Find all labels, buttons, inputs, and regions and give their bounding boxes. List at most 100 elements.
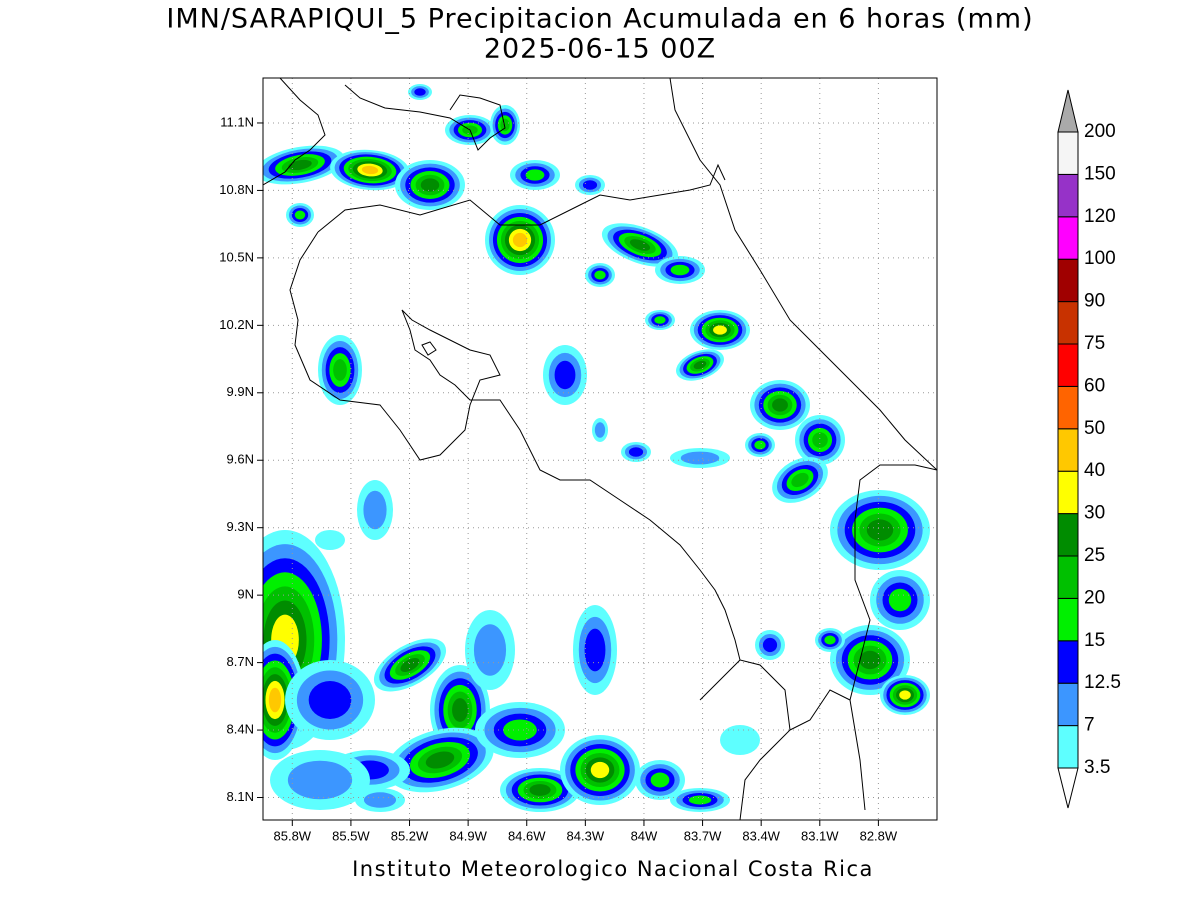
colorbar-box: [1057, 173, 1079, 218]
plot-frame: [262, 77, 938, 821]
x-tick-label: 84W: [631, 828, 658, 843]
colorbar-box: [1057, 301, 1079, 345]
colorbar: 3.5 7 12.5 15 20 25 30 40 50 60 75 90 100 120 150 200: [1057, 89, 1121, 809]
colorbar-box: [1057, 428, 1079, 472]
rain-cell: [888, 588, 912, 612]
coastline: [669, 78, 937, 471]
coastline: [421, 341, 437, 356]
x-tick-label: 83.7W: [684, 828, 722, 843]
rain-cell: [554, 360, 576, 390]
rain-cell: [525, 169, 545, 181]
x-tick-label: 83.1W: [801, 828, 839, 843]
coastlines: [263, 78, 937, 820]
x-tick-label: 85.2W: [391, 828, 429, 843]
colorbar-box: [1057, 555, 1079, 599]
x-tick-label: 85.5W: [332, 828, 370, 843]
rain-cell: [772, 398, 788, 412]
colorbar-box: [1057, 682, 1079, 727]
rain-cell: [529, 784, 551, 796]
rain-cell: [754, 440, 766, 450]
rain-cell: [315, 530, 345, 550]
rain-cell: [582, 180, 598, 190]
rain-cell: [452, 698, 468, 722]
rain-cell: [693, 360, 707, 370]
x-tick-label: 84.9W: [449, 828, 487, 843]
rain-cell: [590, 761, 610, 779]
colorbar-over: [1057, 89, 1079, 133]
rain-cell: [654, 316, 666, 324]
rain-cell: [899, 690, 911, 700]
y-tick-label: 9.3N: [227, 519, 254, 534]
colorbar-label: 60: [1084, 375, 1105, 396]
rain-cell: [650, 772, 670, 788]
rain-cell: [503, 719, 537, 741]
rain-cell: [713, 325, 727, 335]
rain-cell: [361, 165, 379, 175]
colorbar-box: [1057, 513, 1079, 557]
rain-cell: [268, 687, 282, 713]
coastline: [289, 231, 791, 820]
rain-cell: [670, 264, 690, 276]
y-tick-label: 8.4N: [227, 721, 254, 736]
colorbar-box: [1057, 725, 1079, 769]
coastline: [344, 84, 506, 151]
rain-cell: [866, 519, 894, 541]
title: IMN/SARAPIQUI_5 Precipitacion Acumulada …: [166, 4, 1033, 35]
colorbar-label: 120: [1084, 206, 1116, 227]
rain-cell: [688, 795, 712, 805]
precipitation-field: [263, 84, 930, 812]
rain-cell: [363, 490, 387, 530]
rain-cell: [512, 232, 528, 248]
rain-cell: [812, 432, 828, 448]
rain-cell: [584, 628, 606, 672]
colorbar-label: 40: [1084, 460, 1105, 481]
colorbar-label: 15: [1084, 630, 1105, 651]
rain-cell: [400, 657, 420, 673]
rain-cell: [308, 681, 352, 719]
colorbar-box: [1057, 343, 1079, 387]
rain-cell: [629, 239, 651, 251]
rain-cell: [333, 359, 347, 381]
colorbar-label: 25: [1084, 545, 1105, 566]
colorbar-label: 200: [1084, 121, 1116, 142]
rain-cell: [414, 88, 426, 96]
x-tick-label: 82.8W: [860, 828, 898, 843]
rain-cell: [720, 725, 760, 755]
rain-cell: [824, 635, 836, 645]
y-tick-label: 10.2N: [219, 317, 254, 332]
subtitle: 2025-06-15 00Z: [484, 34, 716, 65]
x-tick-label: 84.3W: [567, 828, 605, 843]
rain-cell: [791, 472, 809, 488]
colorbar-box: [1057, 216, 1079, 260]
colorbar-under: [1057, 767, 1079, 809]
rain-cell: [287, 760, 353, 800]
colorbar-box: [1057, 597, 1079, 642]
colorbar-label: 3.5: [1084, 757, 1110, 778]
y-tick-label: 9.6N: [227, 452, 254, 467]
rain-cell: [425, 751, 455, 769]
y-tick-label: 10.8N: [219, 182, 254, 197]
colorbar-label: 90: [1084, 291, 1105, 312]
colorbar-label: 12.5: [1084, 672, 1121, 693]
rain-cell: [294, 210, 306, 220]
y-tick-label: 10.5N: [219, 249, 254, 264]
rain-cell: [288, 159, 312, 171]
y-tick-label: 8.7N: [227, 654, 254, 669]
x-tick-label: 85.8W: [274, 828, 312, 843]
y-tick-label: 9.9N: [227, 384, 254, 399]
colorbar-box: [1057, 470, 1079, 515]
rain-cell: [420, 178, 440, 192]
coastline: [263, 78, 326, 186]
border: [849, 464, 937, 701]
rain-cell: [628, 447, 644, 457]
colorbar-label: 150: [1084, 163, 1116, 184]
rain-cell: [762, 637, 778, 653]
rain-cell: [363, 792, 397, 808]
colorbar-box: [1057, 258, 1079, 303]
border: [317, 163, 726, 233]
y-tick-label: 11.1N: [220, 114, 254, 129]
colorbar-box: [1057, 385, 1079, 430]
colorbar-label: 50: [1084, 418, 1105, 439]
rain-cell: [594, 270, 606, 280]
